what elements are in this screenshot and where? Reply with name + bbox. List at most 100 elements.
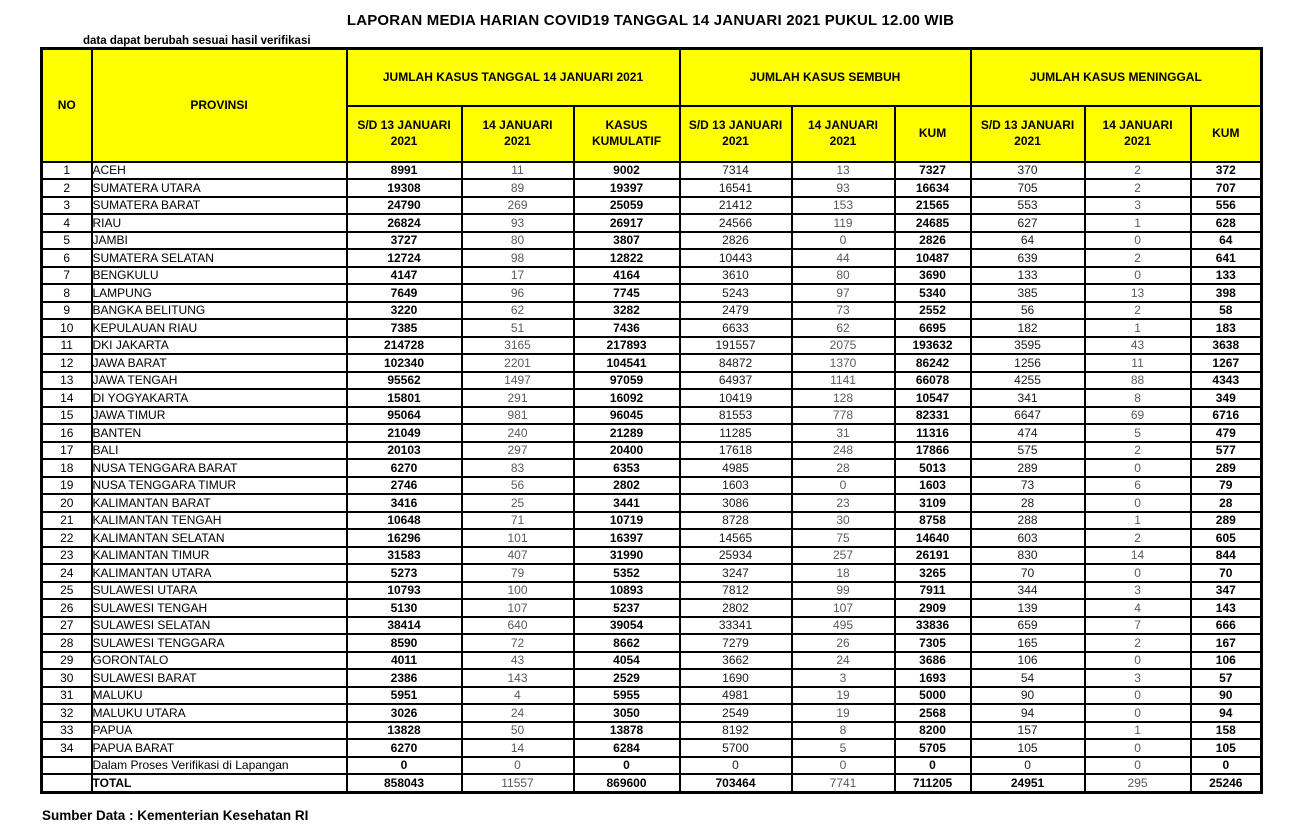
- province-name: JAMBI: [90, 230, 348, 250]
- value-cell: 43: [460, 650, 575, 670]
- value-cell: 553: [969, 195, 1086, 215]
- province-name: ACEH: [90, 160, 348, 180]
- value-cell: 21412: [678, 195, 793, 215]
- value-cell: 193632: [893, 335, 972, 355]
- table-row: 15 JAWA TIMUR 95064 981 96045 81553 778 82331 66…: [40, 405, 1263, 425]
- value-cell: 2: [1083, 248, 1192, 268]
- sub-header-kasus-sd13: S/D 13 JANUARI 2021: [345, 104, 463, 163]
- province-name: JAWA TIMUR: [90, 405, 348, 425]
- value-cell: 474: [969, 423, 1086, 443]
- province-name: SUMATERA UTARA: [90, 178, 348, 198]
- row-number: 13: [40, 370, 93, 390]
- value-cell: 9002: [572, 160, 681, 180]
- value-cell: 0: [790, 230, 896, 250]
- value-cell: 97: [790, 283, 896, 303]
- row-number: 7: [40, 265, 93, 285]
- province-name: KALIMANTAN TIMUR: [90, 545, 348, 565]
- row-number: 21: [40, 510, 93, 530]
- value-cell: 17866: [893, 440, 972, 460]
- value-cell: 105: [1189, 738, 1263, 758]
- row-number: 4: [40, 213, 93, 233]
- table-row: 1 ACEH 8991 11 9002 7314 13 7327 370 2 372: [40, 160, 1263, 180]
- value-cell: 5340: [893, 283, 972, 303]
- value-cell: 64: [1189, 230, 1263, 250]
- province-name: SUMATERA SELATAN: [90, 248, 348, 268]
- province-name: PAPUA BARAT: [90, 738, 348, 758]
- value-cell: 79: [460, 563, 575, 583]
- table-row: 8 LAMPUNG 7649 96 7745 5243 97 5340 385 13 398: [40, 283, 1263, 303]
- value-cell: 1690: [678, 668, 793, 688]
- value-cell: 5951: [345, 685, 463, 705]
- value-cell: 0: [678, 755, 793, 775]
- page-title: LAPORAN MEDIA HARIAN COVID19 TANGGAL 14 …: [346, 12, 955, 29]
- value-cell: 98: [460, 248, 575, 268]
- table-row: 29 GORONTALO 4011 43 4054 3662 24 3686 106 0 106: [40, 650, 1263, 670]
- value-cell: 21289: [572, 423, 681, 443]
- value-cell: 96045: [572, 405, 681, 425]
- value-cell: 14640: [893, 528, 972, 548]
- province-name: DKI JAKARTA: [90, 335, 348, 355]
- table-row: 25 SULAWESI UTARA 10793 100 10893 7812 99 7911 3…: [40, 580, 1263, 600]
- value-cell: 0: [1083, 230, 1192, 250]
- table-row: 9 BANGKA BELITUNG 3220 62 3282 2479 73 2552 56 2 5…: [40, 300, 1263, 320]
- value-cell: 2201: [460, 353, 575, 373]
- table-row: 21 KALIMANTAN TENGAH 10648 71 10719 8728 30 875…: [40, 510, 1263, 530]
- table-row: 5 JAMBI 3727 80 3807 2826 0 2826 64 0 64: [40, 230, 1263, 250]
- value-cell: 577: [1189, 440, 1263, 460]
- value-cell: 99: [790, 580, 896, 600]
- value-cell: 16397: [572, 528, 681, 548]
- value-cell: 24: [460, 703, 575, 723]
- value-cell: 20103: [345, 440, 463, 460]
- value-cell: 10719: [572, 510, 681, 530]
- value-cell: 2: [1083, 300, 1192, 320]
- value-cell: 143: [1189, 598, 1263, 618]
- row-number: 20: [40, 493, 93, 513]
- value-cell: 102340: [345, 353, 463, 373]
- value-cell: 705: [969, 178, 1086, 198]
- value-cell: 28: [790, 458, 896, 478]
- table-row: 26 SULAWESI TENGAH 5130 107 5237 2802 107 2909 1…: [40, 598, 1263, 618]
- value-cell: 0: [790, 755, 896, 775]
- table-row: 2 SUMATERA UTARA 19308 89 19397 16541 93 16634 7…: [40, 178, 1263, 198]
- province-name: MALUKU UTARA: [90, 703, 348, 723]
- value-cell: 7385: [345, 318, 463, 338]
- group-header-kasus: JUMLAH KASUS TANGGAL 14 JANUARI 2021: [345, 47, 681, 107]
- province-name: NUSA TENGGARA BARAT: [90, 458, 348, 478]
- province-name: BANGKA BELITUNG: [90, 300, 348, 320]
- value-cell: 25246: [1189, 773, 1263, 793]
- province-name: LAMPUNG: [90, 283, 348, 303]
- value-cell: 100: [460, 580, 575, 600]
- row-number: [40, 773, 93, 793]
- value-cell: 6: [1083, 475, 1192, 495]
- value-cell: 73: [790, 300, 896, 320]
- value-cell: 1: [1083, 510, 1192, 530]
- value-cell: 240: [460, 423, 575, 443]
- province-name: Dalam Proses Verifikasi di Lapangan: [90, 755, 348, 775]
- value-cell: 75: [790, 528, 896, 548]
- row-number: 16: [40, 423, 93, 443]
- sub-header-meninggal-14jan: 14 JANUARI 2021: [1083, 104, 1192, 163]
- value-cell: 8590: [345, 633, 463, 653]
- table-row: 28 SULAWESI TENGGARA 8590 72 8662 7279 26 7305 1…: [40, 633, 1263, 653]
- value-cell: 58: [1189, 300, 1263, 320]
- value-cell: 6284: [572, 738, 681, 758]
- value-cell: 0: [790, 475, 896, 495]
- value-cell: 165: [969, 633, 1086, 653]
- value-cell: 82331: [893, 405, 972, 425]
- value-cell: 43: [1083, 335, 1192, 355]
- row-number: 28: [40, 633, 93, 653]
- value-cell: 0: [1083, 493, 1192, 513]
- value-cell: 495: [790, 615, 896, 635]
- value-cell: 56: [460, 475, 575, 495]
- value-cell: 97059: [572, 370, 681, 390]
- value-cell: 1: [1083, 213, 1192, 233]
- value-cell: 5237: [572, 598, 681, 618]
- row-number: 11: [40, 335, 93, 355]
- value-cell: 26191: [893, 545, 972, 565]
- value-cell: 6633: [678, 318, 793, 338]
- value-cell: 372: [1189, 160, 1263, 180]
- value-cell: 344: [969, 580, 1086, 600]
- row-number: [40, 755, 93, 775]
- value-cell: 248: [790, 440, 896, 460]
- value-cell: 3050: [572, 703, 681, 723]
